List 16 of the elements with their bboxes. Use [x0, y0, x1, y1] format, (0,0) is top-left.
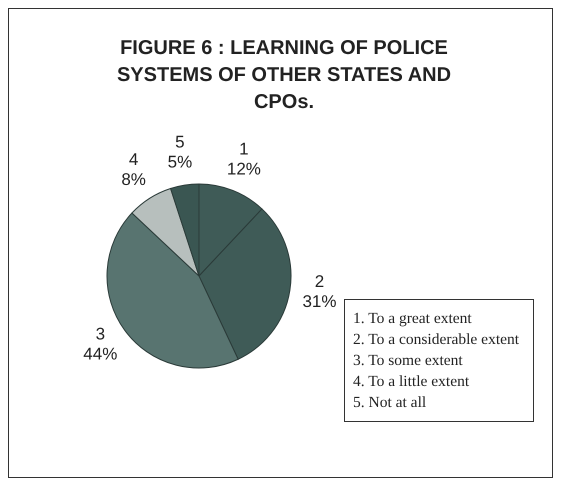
text: 4. To a little extent — [353, 372, 470, 392]
text: 5. Not at all — [353, 393, 428, 413]
slice-label: 4 — [128, 150, 138, 169]
slice-label: 5 — [175, 132, 185, 152]
data-label: 44% — [83, 344, 118, 364]
data-label: 8% — [121, 170, 146, 189]
slice-label: 3 — [96, 324, 106, 344]
text: 2. To a considerable extent — [353, 330, 520, 350]
slice-label: 1 — [239, 140, 249, 159]
slice-label: 2 — [314, 272, 324, 292]
text: 1. To a great extent — [353, 309, 473, 329]
data-label: 31% — [302, 292, 337, 312]
data-label: 12% — [226, 160, 261, 179]
data-label: 5% — [168, 152, 192, 172]
text: 3. To some extent — [353, 351, 464, 371]
chart-title: FIGURE 6 : LEARNING OF POLICE SYSTEMS OF OTHER STATES AND CPOs. — [116, 36, 452, 115]
